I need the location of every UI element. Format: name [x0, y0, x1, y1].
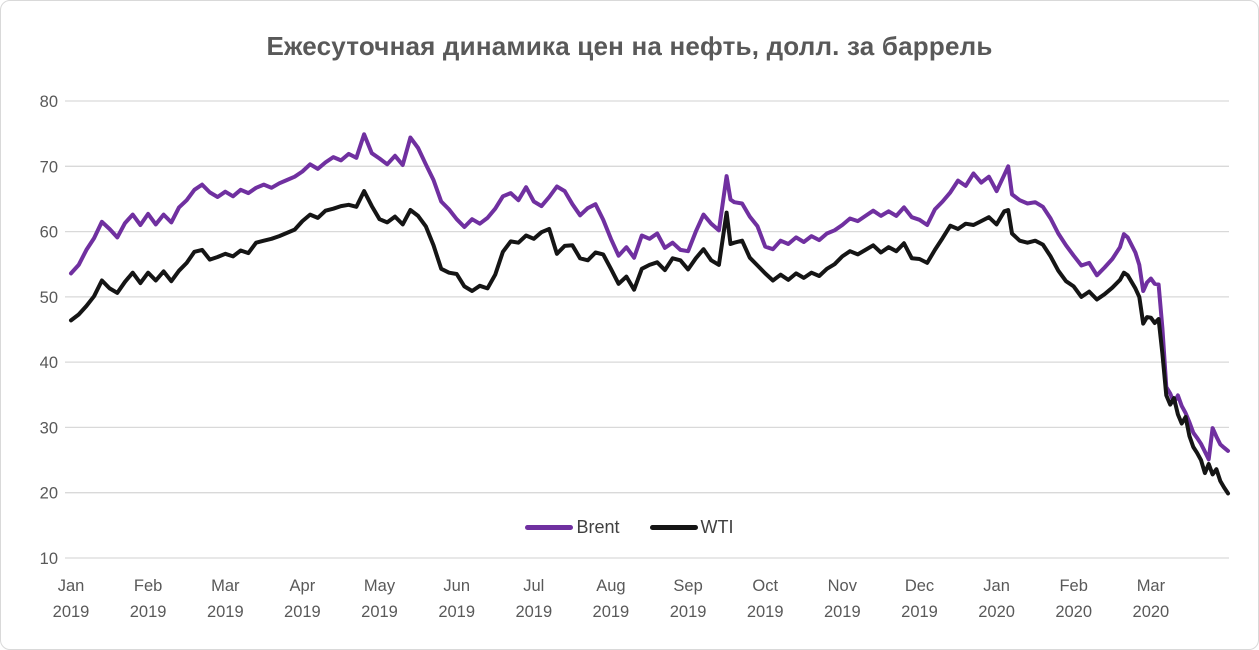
x-tick-label: Jul 2019: [515, 577, 552, 621]
x-tick-label: Oct 2019: [747, 577, 784, 621]
y-tick-label: 40: [40, 354, 58, 372]
x-tick-label: Dec 2019: [901, 577, 938, 621]
y-tick-label: 80: [40, 93, 58, 111]
legend-item-wti: WTI: [649, 517, 734, 538]
x-tick-label: Nov 2019: [824, 577, 861, 621]
y-tick-label: 20: [40, 485, 58, 503]
x-tick-label: Apr 2019: [284, 577, 321, 621]
x-tick-label: Jan 2020: [978, 577, 1015, 621]
x-tick-label: Mar 2019: [207, 577, 244, 621]
legend-item-brent: Brent: [525, 517, 620, 538]
x-tick-label: Jan 2019: [53, 577, 90, 621]
x-tick-label: Mar 2020: [1133, 577, 1170, 621]
y-tick-label: 70: [40, 158, 58, 176]
legend-label-wti: WTI: [700, 517, 734, 537]
legend-label-brent: Brent: [576, 517, 620, 537]
x-tick-label: Sep 2019: [670, 577, 707, 621]
y-tick-label: 50: [40, 289, 58, 307]
x-tick-label: Aug 2019: [593, 577, 630, 621]
x-tick-label: May 2019: [361, 577, 398, 621]
brent-line-swatch: [525, 525, 574, 530]
x-tick-label: Jun 2019: [438, 577, 475, 621]
y-tick-label: 60: [40, 224, 58, 242]
series-line-brent: [69, 132, 1230, 462]
y-tick-label: 30: [40, 419, 58, 437]
x-tick-label: Feb 2020: [1055, 577, 1092, 621]
x-tick-label: Feb 2019: [130, 577, 167, 621]
chart-title: Ежесуточная динамика цен на нефть, долл.…: [266, 31, 993, 61]
wti-line-swatch: [649, 525, 698, 530]
y-tick-label: 10: [40, 550, 58, 568]
series-line-wti: [69, 189, 1230, 496]
legend: Brent WTI: [1, 517, 1258, 538]
